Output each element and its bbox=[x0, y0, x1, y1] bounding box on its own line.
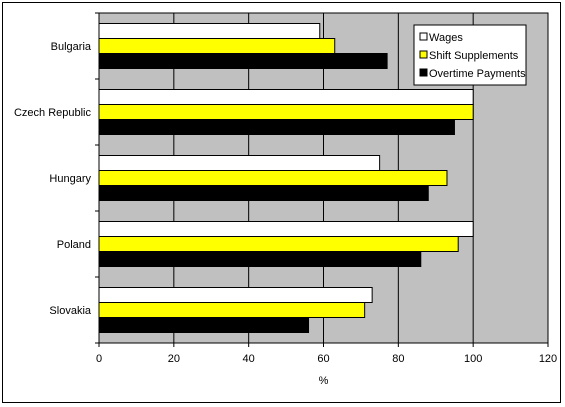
bar-wages-czech-republic bbox=[98, 89, 474, 105]
legend-label: Shift Supplements bbox=[429, 50, 519, 62]
axes bbox=[95, 12, 549, 347]
x-tick-label: 40 bbox=[243, 353, 255, 365]
x-axis-title: % bbox=[319, 375, 329, 387]
x-tick-label: 60 bbox=[317, 353, 329, 365]
bar-overtime-payments-poland bbox=[98, 251, 422, 267]
bar-wages-poland bbox=[98, 221, 474, 237]
bar-wages-slovakia bbox=[98, 287, 373, 303]
bar-shift-supplements-bulgaria bbox=[98, 38, 336, 54]
legend-swatch bbox=[419, 32, 428, 41]
legend: Wages Shift Supplements Overtime Payments bbox=[413, 24, 527, 86]
bar-shift-supplements-czech-republic bbox=[98, 104, 474, 120]
x-tick-label: 120 bbox=[539, 353, 557, 365]
bar-shift-supplements-slovakia bbox=[98, 302, 366, 318]
bar-overtime-payments-hungary bbox=[98, 185, 429, 201]
bar-overtime-payments-bulgaria bbox=[98, 53, 388, 69]
category-label: Bulgaria bbox=[51, 41, 92, 53]
bar-overtime-payments-slovakia bbox=[98, 317, 310, 333]
x-tick-label: 0 bbox=[96, 353, 102, 365]
legend-box bbox=[413, 24, 527, 86]
x-tick-label: 100 bbox=[464, 353, 482, 365]
legend-swatch bbox=[419, 50, 428, 59]
x-tick-label: 20 bbox=[168, 353, 180, 365]
category-labels: Bulgaria Czech Republic Hungary Poland Slova… bbox=[14, 41, 92, 317]
category-label: Czech Republic bbox=[14, 107, 92, 119]
category-label: Poland bbox=[57, 239, 91, 251]
legend-label: Wages bbox=[429, 32, 463, 44]
legend-label: Overtime Payments bbox=[429, 68, 526, 80]
bar-wages-bulgaria bbox=[98, 23, 321, 39]
category-label: Hungary bbox=[49, 173, 91, 185]
category-label: Slovakia bbox=[49, 305, 91, 317]
bar-shift-supplements-hungary bbox=[98, 170, 448, 186]
bar-wages-hungary bbox=[98, 155, 381, 171]
bar-shift-supplements-poland bbox=[98, 236, 459, 252]
x-tick-labels: 0 20 40 60 80 100 120 bbox=[96, 353, 557, 365]
bars-group bbox=[98, 23, 474, 333]
bar-overtime-payments-czech-republic bbox=[98, 119, 455, 135]
x-tick-label: 80 bbox=[392, 353, 404, 365]
legend-swatch bbox=[419, 68, 428, 77]
